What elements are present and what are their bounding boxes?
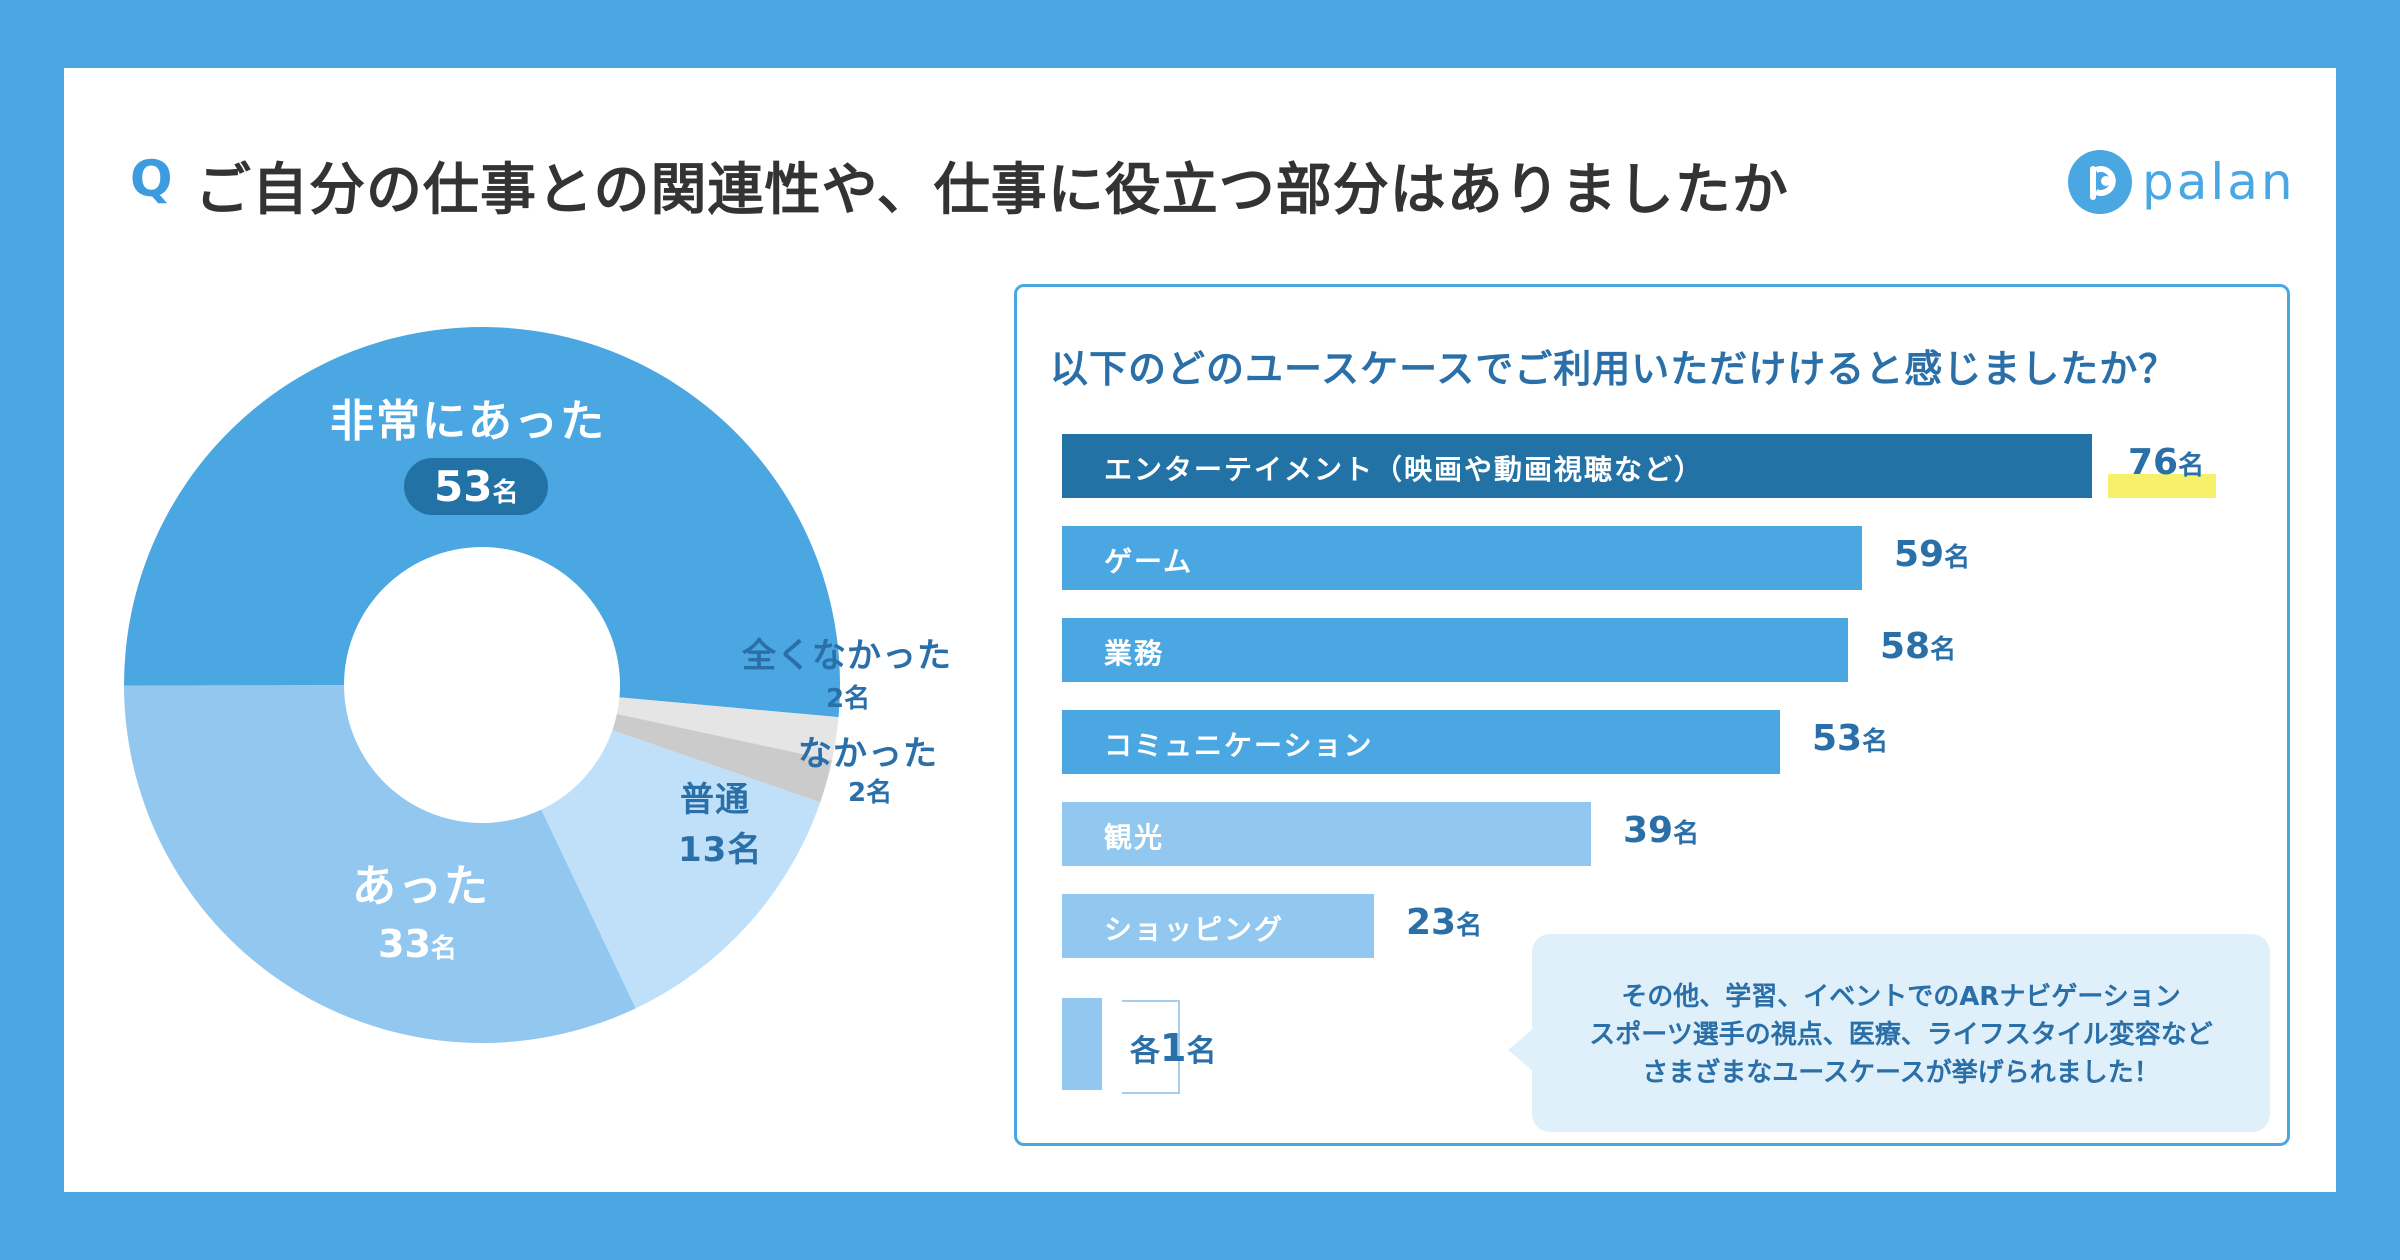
note-line: スポーツ選手の視点、医療、ライフスタイル変容など xyxy=(1589,1020,2213,1050)
value-number: 2 xyxy=(848,778,867,808)
slice-value-none: 2名 xyxy=(848,772,892,809)
bar-shopping xyxy=(1062,894,1374,958)
bar-value-communication: 53名 xyxy=(1812,718,1888,759)
slice-value-yes: 33名 xyxy=(378,922,457,966)
bar-value-tourism: 39名 xyxy=(1623,810,1699,851)
palan-logo-icon xyxy=(2068,150,2132,214)
slice-value-none-at-all: 2名 xyxy=(826,678,870,715)
slice-name-none: なかった xyxy=(798,734,938,774)
value-number: 76 xyxy=(2128,442,2179,483)
value-number: 33 xyxy=(378,922,431,966)
value-number: 13 xyxy=(678,830,728,870)
others-bracket xyxy=(1122,1000,1180,1094)
bar-game xyxy=(1062,526,1862,590)
palan-logo: palan xyxy=(2068,150,2296,214)
panel-title: 以下のどのユースケースでご利用いただけけると感じましたか？ xyxy=(1050,347,2178,391)
others-prefix: 各 xyxy=(1130,1034,1160,1069)
note-text: その他、学習、イベントでのARナビゲーション スポーツ選手の視点、医療、ライフス… xyxy=(1532,978,2270,1092)
bar-value-business: 58名 xyxy=(1880,626,1956,667)
slice-label-none: なかった xyxy=(798,726,938,775)
slice-label-very: 非常にあった xyxy=(330,385,606,449)
value-number: 39 xyxy=(1623,810,1674,851)
value-number: 58 xyxy=(1880,626,1931,667)
value-unit: 名 xyxy=(492,478,519,508)
value-number: 2 xyxy=(826,684,845,714)
bar-value-shopping: 23名 xyxy=(1406,902,1482,943)
value-number: 59 xyxy=(1894,534,1945,575)
value-number: 53 xyxy=(434,462,493,511)
bar-label-tourism: 観光 xyxy=(1104,821,1165,854)
question-title: ご自分の仕事との関連性や、仕事に役立つ部分はありましたか xyxy=(195,158,1789,223)
slice-name-yes: あった xyxy=(352,861,490,912)
value-unit: 名 xyxy=(1673,819,1700,849)
value-unit: 名 xyxy=(1944,543,1971,573)
note-line: その他、学習、イベントでのARナビゲーション xyxy=(1621,982,2181,1012)
slice-value-very: 53名 xyxy=(404,458,549,515)
value-unit: 名 xyxy=(844,684,871,714)
value-unit: 名 xyxy=(430,934,457,964)
bar-tourism xyxy=(1062,802,1591,866)
value-unit: 名 xyxy=(1930,635,1957,665)
value-unit: 名 xyxy=(1862,727,1889,757)
value-number: 53 xyxy=(1812,718,1863,759)
others-number: 1 xyxy=(1160,1026,1187,1070)
top-value-highlight xyxy=(2108,474,2216,498)
palan-logo-text: palan xyxy=(2142,153,2296,211)
others-value: 各1名 xyxy=(1130,1026,1216,1070)
value-pill: 53名 xyxy=(404,458,549,515)
value-unit: 名 xyxy=(1456,911,1483,941)
bar-label-entertainment: エンターテイメント（映画や動画視聴など） xyxy=(1104,453,1705,486)
note-line: さまざまなユースケースが挙げられました！ xyxy=(1642,1058,2160,1088)
note-bubble-tip xyxy=(1508,1028,1534,1072)
slice-value-normal: 13名 xyxy=(678,822,762,871)
value-unit: 名 xyxy=(2178,451,2205,481)
bar-value-game: 59名 xyxy=(1894,534,1970,575)
others-unit: 名 xyxy=(1186,1034,1217,1069)
slice-name-none-at-all: 全くなかった xyxy=(742,636,952,676)
bar-communication xyxy=(1062,710,1780,774)
question-mark: Q xyxy=(130,150,173,208)
bar-entertainment xyxy=(1062,434,2092,498)
note-bubble xyxy=(1532,934,2270,1132)
value-number: 23 xyxy=(1406,902,1457,943)
bar-label-communication: コミュニケーション xyxy=(1104,729,1374,762)
bar-value-entertainment: 76名 xyxy=(2128,442,2204,483)
slice-name-normal: 普通 xyxy=(680,780,750,820)
bar-business xyxy=(1062,618,1848,682)
bar-label-shopping: ショッピング xyxy=(1104,913,1285,946)
value-unit: 名 xyxy=(727,830,763,870)
bar-label-game: ゲーム xyxy=(1104,545,1194,578)
slice-name-very: 非常にあった xyxy=(330,396,606,447)
bar-others xyxy=(1062,998,1102,1090)
slice-label-none-at-all: 全くなかった xyxy=(742,628,952,677)
slice-label-yes: あった xyxy=(352,850,490,914)
value-unit: 名 xyxy=(866,778,893,808)
bar-label-business: 業務 xyxy=(1104,637,1165,670)
slice-label-normal: 普通 xyxy=(680,772,750,821)
